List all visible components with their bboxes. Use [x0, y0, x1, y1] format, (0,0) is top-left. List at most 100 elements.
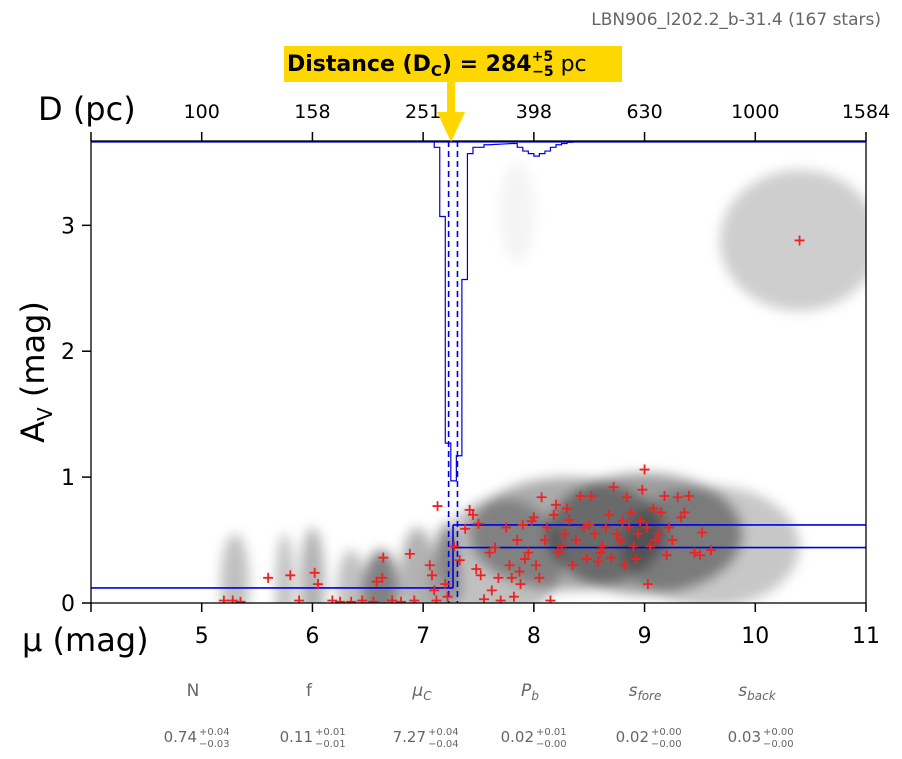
star-point	[586, 490, 597, 501]
x-axis-label: μ (mag)	[22, 621, 149, 659]
star-point	[676, 512, 687, 523]
density-blob	[337, 550, 366, 603]
model-lines	[91, 141, 866, 603]
parameter-upper-error: +0.00	[763, 727, 794, 738]
star-point	[697, 527, 708, 538]
star-point	[512, 535, 523, 546]
star-point	[542, 522, 553, 533]
star-point	[454, 555, 465, 566]
star-point	[597, 541, 608, 552]
star-point	[371, 576, 382, 587]
star-point	[309, 567, 320, 578]
parameter-name: sback	[738, 681, 776, 703]
star-point	[661, 550, 672, 561]
parameter-lower-error: −0.03	[199, 739, 230, 750]
parameter-name: N	[187, 681, 200, 701]
star-point	[679, 507, 690, 518]
density-blob	[363, 550, 399, 603]
star-point	[648, 503, 659, 514]
y-axis-label-tail: (mag)	[14, 301, 52, 407]
y-axis-label: AV (mag)	[14, 301, 57, 443]
star-point	[650, 535, 661, 546]
distance-histogram	[91, 141, 866, 482]
density-blob	[622, 485, 800, 603]
star-point	[619, 560, 630, 571]
cloud-info: LBN906_l202.2_b-31.4 (167 stars)	[591, 10, 881, 30]
star-point	[637, 484, 648, 495]
parameter-upper-error: +0.00	[651, 727, 682, 738]
star-point	[432, 501, 443, 512]
star-point	[442, 591, 453, 602]
parameter-value: 7.27	[393, 728, 426, 746]
plot-frame	[90, 140, 867, 604]
parameter-name: μC	[411, 681, 432, 703]
star-point	[683, 490, 694, 501]
top-tick-label: 398	[516, 101, 552, 123]
star-point	[517, 519, 528, 530]
parameter-upper-error: +0.01	[315, 727, 346, 738]
star-point	[396, 596, 406, 603]
top-tick-label: 630	[626, 101, 662, 123]
star-point	[600, 522, 611, 533]
density-blob	[719, 169, 866, 311]
star-point	[514, 566, 525, 577]
star-point	[409, 595, 420, 603]
star-point	[475, 570, 486, 581]
star-point	[515, 579, 526, 590]
parameter-value: 0.02	[501, 728, 534, 746]
parameter-value: 0.02	[616, 728, 649, 746]
axes: 5 6 7 8 9 10 11 0 1 2 3 100 158 251 398 630 1000 1584	[61, 101, 890, 649]
star-point	[440, 579, 451, 590]
star-point	[495, 595, 506, 603]
star-point	[608, 482, 619, 493]
star-point	[556, 541, 567, 552]
parameter-value: 0.03	[728, 728, 761, 746]
parameter-symbol: s	[629, 681, 638, 701]
star-point	[467, 509, 478, 520]
density-blob	[275, 533, 294, 603]
star-point	[464, 504, 475, 515]
parameter-symbol: P	[521, 681, 532, 701]
star-point	[652, 528, 663, 539]
x-tick-label: 11	[852, 624, 880, 649]
star-point	[539, 535, 550, 546]
star-point	[564, 514, 575, 525]
star-point	[667, 535, 678, 546]
density-map	[220, 162, 866, 603]
star-point	[606, 552, 617, 563]
star-point	[404, 548, 415, 559]
star-point	[294, 595, 305, 603]
star-point	[706, 545, 716, 556]
distance-unit: pc	[554, 52, 587, 77]
star-point	[429, 585, 440, 596]
star-point	[508, 591, 519, 602]
parameter-upper-error: +0.01	[536, 727, 567, 738]
parameter-lower-error: −0.00	[536, 739, 567, 750]
top-tick-label: 158	[294, 101, 330, 123]
parameter-symbol: f	[306, 681, 313, 701]
star-point	[589, 528, 600, 539]
parameter-name: f	[306, 681, 313, 701]
star-point	[635, 516, 646, 527]
parameter-lower-error: −0.01	[315, 739, 346, 750]
star-point	[534, 572, 545, 583]
parameter-name: sfore	[629, 681, 662, 703]
star-point	[368, 596, 379, 603]
star-point	[642, 579, 653, 590]
x-tick-label: 7	[416, 624, 430, 649]
star-point	[794, 235, 805, 246]
parameter-subscript: C	[423, 689, 432, 703]
star-point	[520, 553, 530, 564]
star-point	[335, 596, 346, 603]
distance-mid: ) = 284	[442, 52, 532, 77]
star-point	[312, 579, 323, 590]
star-point	[553, 547, 564, 558]
star-point	[645, 541, 656, 552]
parameter-subscript: back	[747, 689, 777, 703]
star-point	[346, 596, 357, 603]
star-point	[387, 595, 398, 603]
star-point	[624, 522, 635, 533]
star-point	[672, 492, 683, 503]
top-axis-label: D (pc)	[38, 90, 136, 128]
star-point	[628, 541, 639, 552]
